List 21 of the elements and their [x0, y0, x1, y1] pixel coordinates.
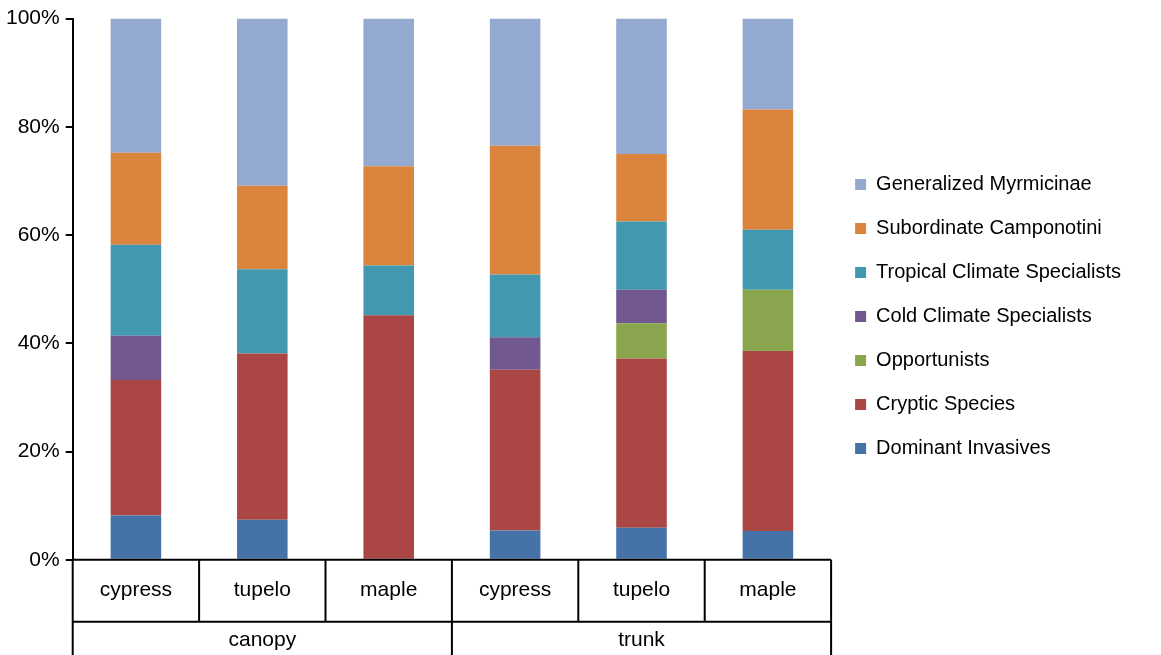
x-tick-label: tupelo: [233, 577, 291, 601]
x-tick-label: cypress: [478, 577, 552, 601]
text: canopy: [228, 627, 297, 651]
y-tick-label: 60%: [17, 221, 60, 245]
legend-label: Opportunists: [876, 348, 990, 371]
legend-label: Cold Climate Specialists: [876, 304, 1092, 327]
y-tick-label: 100%: [5, 5, 60, 29]
text: trunk: [618, 627, 666, 651]
y-tick-label: 40%: [17, 330, 60, 354]
legend-label: Cryptic Species: [876, 392, 1016, 415]
x-tick-label: tupelo: [612, 577, 671, 601]
x-tick-label: maple: [360, 577, 418, 601]
x-tick-label: maple: [739, 577, 797, 601]
legend-label: Subordinate Camponotini: [876, 216, 1102, 239]
y-tick-label: 0%: [29, 546, 60, 570]
y-tick-label: 20%: [17, 438, 60, 462]
x-tick-label: cypress: [99, 577, 173, 601]
legend-label: Generalized Myrmicinae: [876, 172, 1092, 195]
y-tick-label: 80%: [17, 113, 60, 137]
legend-label: Dominant Invasives: [876, 436, 1051, 459]
legend-label: Tropical Climate Specialists: [876, 260, 1122, 283]
